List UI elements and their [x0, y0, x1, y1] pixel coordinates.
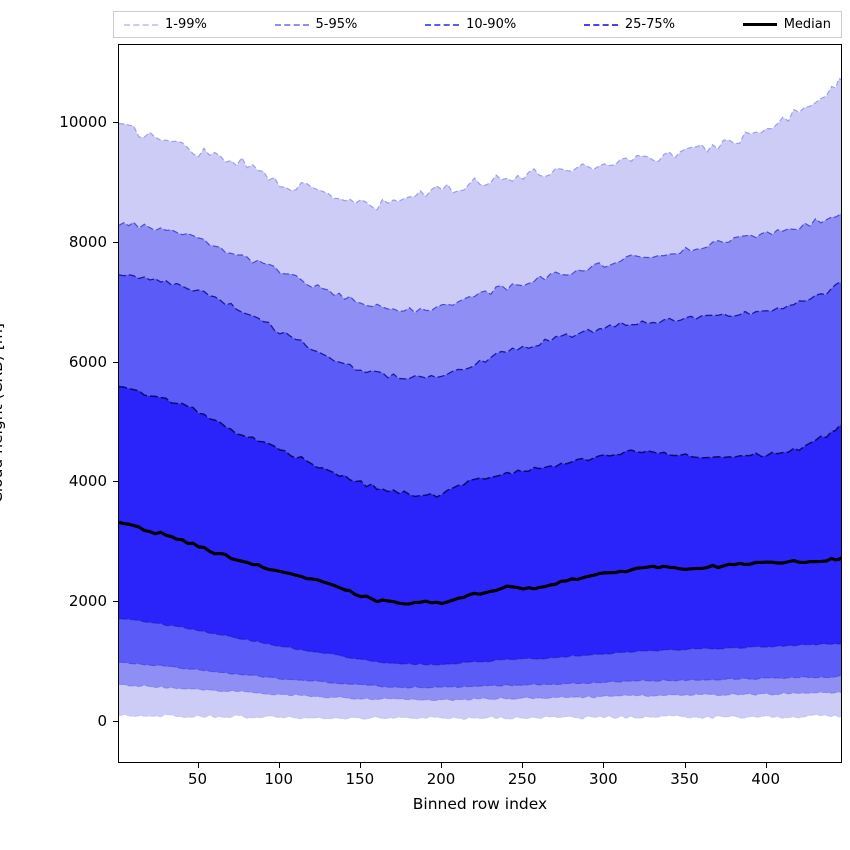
x-tick-label: 100: [264, 770, 294, 788]
y-tick-mark: [113, 481, 118, 483]
legend-label-percentile-5-95: 5-95%: [315, 17, 358, 32]
legend-entry-percentile-10-90[interactable]: 10-90%: [425, 17, 516, 32]
x-tick-label: 400: [751, 770, 781, 788]
y-tick-label: 0: [97, 712, 107, 731]
x-tick-label: 350: [670, 770, 699, 788]
legend-entry-percentile-25-75[interactable]: 25-75%: [583, 17, 676, 32]
x-tick-label: 300: [589, 770, 618, 788]
x-tick-label: 200: [426, 770, 456, 788]
band-25-75-lower-edge: [119, 618, 841, 666]
median-line: [119, 520, 841, 606]
x-tick-mark: [359, 763, 361, 768]
band-5-95-lower-edge: [119, 683, 841, 702]
x-tick-mark: [603, 763, 605, 768]
y-tick-mark: [113, 601, 118, 603]
band-25-75-upper-edge: [119, 385, 841, 498]
x-tick-mark: [765, 763, 767, 768]
legend-swatch-percentile-1-99: [124, 23, 158, 26]
percentile-band-chart: [119, 77, 841, 721]
y-tick-mark: [113, 241, 118, 243]
band-10-90-upper-edge: [119, 274, 841, 380]
x-tick-mark: [197, 763, 199, 768]
x-tick-label: 250: [507, 770, 537, 788]
x-tick-label: 50: [187, 770, 208, 788]
legend-label-percentile-10-90: 10-90%: [466, 17, 517, 32]
legend-entry-percentile-5-95[interactable]: 5-95%: [274, 17, 358, 32]
legend-entry-percentile-1-99[interactable]: 1-99%: [124, 17, 207, 32]
legend-label-median: Median: [783, 17, 831, 32]
x-tick-mark: [522, 763, 524, 768]
y-tick-label: 8000: [68, 232, 107, 251]
y-tick-mark: [113, 361, 118, 363]
x-tick-mark: [441, 763, 443, 768]
legend-swatch-percentile-10-90: [425, 23, 460, 26]
legend-swatch-percentile-25-75: [583, 23, 618, 26]
band-5-95-upper-edge: [119, 212, 841, 314]
band-10-90-lower-edge: [119, 661, 841, 689]
x-tick-mark: [278, 763, 280, 768]
legend-swatch-percentile-5-95: [274, 23, 309, 26]
y-tick-label: 2000: [68, 592, 107, 611]
plot-area: [118, 44, 842, 763]
x-tick-label: 150: [345, 770, 375, 788]
y-tick-label: 4000: [68, 472, 107, 491]
band-1-99-upper-edge: [119, 77, 841, 211]
y-tick-mark: [113, 721, 118, 723]
band-25-75-fill: [119, 386, 841, 665]
chart-legend: 1-99% 5-95% 10-90% 25-75% Median: [113, 11, 842, 38]
band-1-99-lower-edge: [119, 714, 841, 721]
legend-label-percentile-25-75: 25-75%: [624, 17, 676, 32]
legend-entry-median[interactable]: Median: [742, 17, 831, 32]
legend-label-percentile-1-99: 1-99%: [165, 17, 207, 32]
x-tick-mark: [684, 763, 686, 768]
y-tick-label: 10000: [59, 112, 107, 131]
x-axis-label: Binned row index: [412, 795, 548, 813]
y-tick-label: 6000: [68, 352, 107, 371]
y-tick-mark: [113, 121, 118, 123]
legend-swatch-median: [742, 23, 777, 26]
